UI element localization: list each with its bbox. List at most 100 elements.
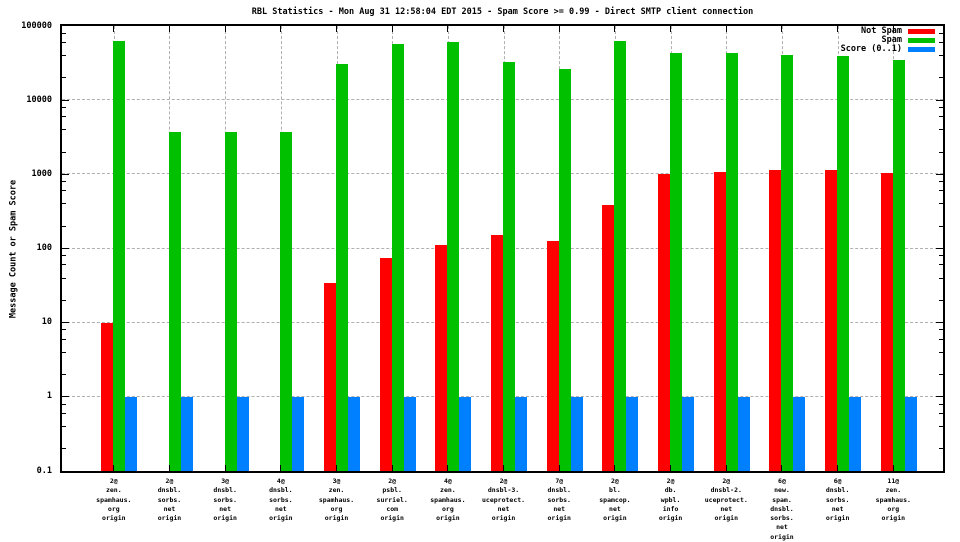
bar-score-0-1- [292,396,305,471]
legend-item-spam: Spam [841,35,935,45]
x-tick-top [558,26,560,32]
bar-spam [558,69,571,471]
legend-swatch-blue [908,46,935,52]
bar-score-0-1- [125,396,138,471]
bar-score-0-1- [793,396,806,471]
x-tick-label: 2@ db. wpbl. info origin [658,477,683,523]
bar-not-spam [435,245,448,471]
y-major-tick-left [62,99,69,101]
bar-score-0-1- [348,396,361,471]
x-tick-top [725,26,727,32]
y-minor-tick-right [939,448,943,450]
x-tick-top [168,26,170,32]
bar-score-0-1- [403,396,416,471]
x-tick-bottom [447,465,449,471]
y-minor-tick-right [939,77,943,79]
h-gridline [62,173,943,175]
y-tick-label: 100000 [21,20,52,31]
x-tick-label: 2@ dnsbl-3. uceprotect. net origin [482,477,526,523]
bar-spam [224,132,237,471]
plot-area [60,24,945,473]
bar-score-0-1- [626,396,639,471]
bar-not-spam [324,283,337,471]
y-minor-tick-right [939,190,943,192]
bar-not-spam [602,205,615,471]
x-tick-top [336,26,338,32]
bar-score-0-1- [236,396,249,471]
y-minor-tick-left [62,106,66,108]
x-tick-top [837,26,839,32]
bar-score-0-1- [904,396,917,471]
x-tick-bottom [614,465,616,471]
bar-spam [336,63,349,471]
y-major-tick-right [936,322,943,324]
legend-item-score: Score (0..1) [841,44,935,54]
legend-swatch-green [908,37,935,43]
x-tick-label: 3@ dnsbl. sorbs. net origin [213,477,237,523]
bar-not-spam [713,171,726,471]
y-minor-tick-right [939,181,943,183]
bar-spam [725,53,738,471]
y-minor-tick-right [939,129,943,131]
x-tick-label: 2@ zen. spamhaus. org origin [96,477,132,523]
bar-not-spam [101,322,114,471]
bar-score-0-1- [459,396,472,471]
x-tick-bottom [892,465,894,471]
bar-not-spam [491,235,504,471]
y-minor-tick-right [939,255,943,257]
bar-score-0-1- [180,396,193,471]
y-minor-tick-left [62,351,66,353]
x-tick-label: 2@ bl. spamcop. net origin [599,477,631,523]
x-tick-label: 2@ psbl. surriel. com origin [376,477,408,523]
x-tick-bottom [391,465,393,471]
y-minor-tick-left [62,55,66,57]
y-minor-tick-left [62,403,66,405]
y-minor-tick-right [939,41,943,43]
x-tick-top [892,26,894,32]
x-tick-bottom [280,465,282,471]
bar-spam [280,132,293,471]
x-tick-bottom [336,465,338,471]
y-minor-tick-left [62,412,66,414]
x-tick-label: 2@ dnsbl. sorbs. net origin [157,477,182,523]
y-major-tick-right [936,173,943,175]
y-major-tick-right [936,99,943,101]
y-minor-tick-left [62,374,66,376]
y-minor-tick-left [62,41,66,43]
y-minor-tick-right [939,374,943,376]
x-tick-top [113,26,115,32]
x-tick-bottom [224,465,226,471]
y-minor-tick-right [939,106,943,108]
y-minor-tick-left [62,329,66,331]
x-tick-bottom [781,465,783,471]
bar-spam [781,54,794,471]
y-tick-label: 0.1 [36,465,52,476]
y-minor-tick-right [939,403,943,405]
bar-not-spam [658,174,671,471]
h-gridline [62,99,943,101]
y-minor-tick-right [939,299,943,301]
y-tick-label: 1000 [31,168,52,179]
y-minor-tick-left [62,338,66,340]
chart-title: RBL Statistics - Mon Aug 31 12:58:04 EDT… [251,7,754,17]
y-minor-tick-right [939,412,943,414]
bar-spam [837,55,850,471]
x-tick-label: 6@ dnsbl. sorbs. net origin [825,477,850,523]
bar-score-0-1- [570,396,583,471]
bar-not-spam [825,169,838,471]
x-tick-label: 3@ zen. spamhaus. org origin [318,477,355,523]
legend: Not Spam Spam Score (0..1) [841,26,935,54]
y-minor-tick-left [62,425,66,427]
bar-not-spam [880,172,893,471]
y-minor-tick-right [939,277,943,279]
y-minor-tick-right [939,351,943,353]
y-minor-tick-left [62,255,66,257]
x-tick-label: 11@ zen. spamhaus. org origin [875,477,911,523]
x-tick-label: 4@ zen. spamhaus. org origin [430,477,466,523]
bar-spam [168,132,181,471]
bar-spam [447,42,460,471]
x-tick-top [280,26,282,32]
y-minor-tick-right [939,203,943,205]
y-minor-tick-left [62,448,66,450]
x-tick-top [670,26,672,32]
